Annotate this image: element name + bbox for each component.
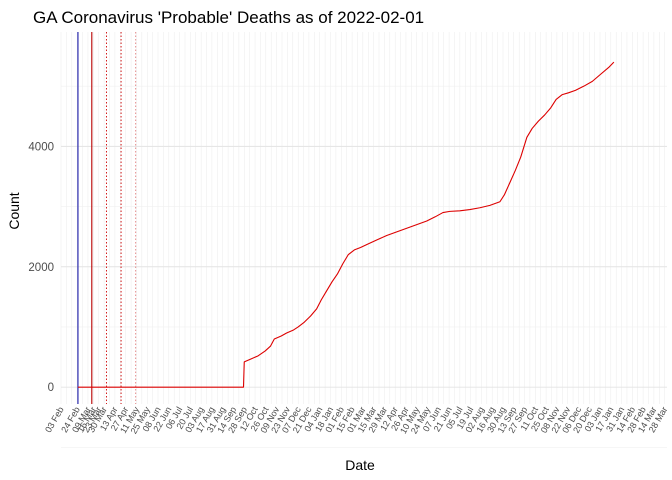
y-axis-title: Count bbox=[6, 192, 22, 229]
series-line bbox=[77, 61, 615, 388]
chart-title: GA Coronavirus 'Probable' Deaths as of 2… bbox=[33, 8, 424, 27]
series-layer bbox=[77, 61, 615, 388]
y-tick-label: 0 bbox=[48, 382, 54, 394]
y-tick-label: 2000 bbox=[28, 262, 54, 274]
reference-lines bbox=[77, 32, 137, 404]
y-tick-labels: 0 2000 4000 bbox=[28, 141, 54, 394]
minor-grid bbox=[60, 32, 667, 448]
y-tick-label: 4000 bbox=[28, 141, 54, 153]
x-axis-title: Date bbox=[345, 457, 375, 473]
